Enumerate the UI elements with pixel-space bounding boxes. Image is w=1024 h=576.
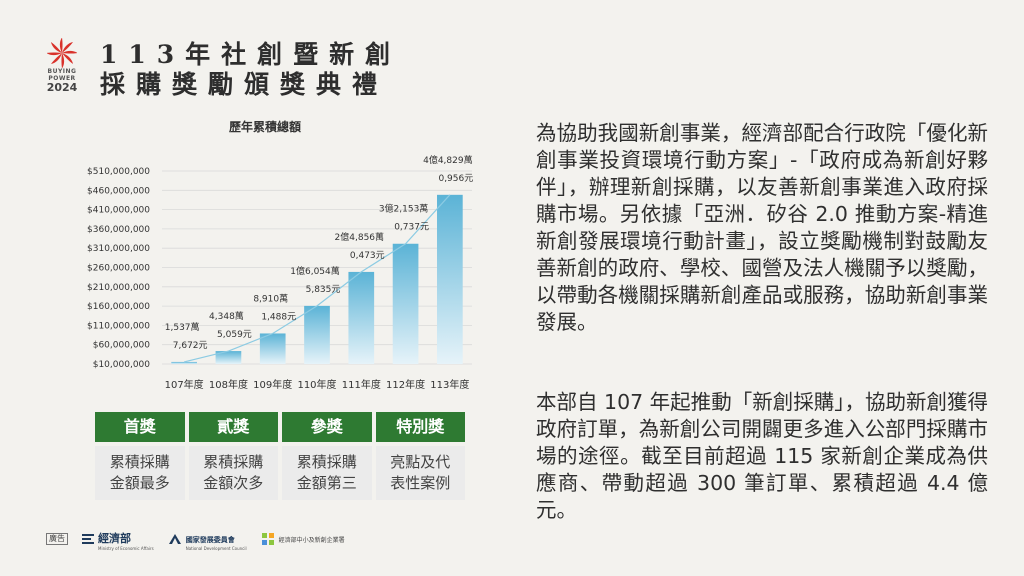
- y-tick-label: $160,000,000: [87, 302, 150, 312]
- buying-power-logo: BUYING POWER 2024: [40, 38, 84, 94]
- moea-emblem-icon: [82, 534, 94, 544]
- y-tick-label: $410,000,000: [87, 206, 150, 216]
- ndc-name: 國家發展委員會: [185, 536, 235, 544]
- x-tick-label: 110年度: [297, 378, 336, 391]
- x-tick-label: 111年度: [342, 378, 381, 391]
- data-label: 5,059元: [217, 330, 252, 340]
- ndc-english-name: National Development Council: [185, 546, 247, 551]
- progress-paragraph: 本部自 107 年起推動「新創採購」，協助新創獲得政府訂單，為新創公司開闢更多進…: [536, 390, 988, 522]
- logo-year: 2024: [46, 81, 78, 94]
- trend-line: [184, 194, 451, 363]
- award-desc-line: 累積採購: [203, 453, 264, 471]
- data-label: 0,737元: [394, 223, 429, 233]
- chart-title: 歷年累積總額: [229, 119, 301, 134]
- pinwheel-logo-icon: [47, 38, 77, 68]
- data-label: 1,537萬: [165, 321, 200, 333]
- sme-agency-name: 經濟部中小及新創企業署: [278, 536, 345, 544]
- y-tick-label: $210,000,000: [87, 283, 150, 293]
- award-desc-line: 金額最多: [109, 474, 170, 492]
- data-label: 7,672元: [173, 341, 208, 351]
- moea-english-name: Ministry of Economic Affairs: [98, 546, 154, 551]
- x-tick-label: 107年度: [165, 378, 204, 391]
- y-tick-label: $460,000,000: [87, 186, 150, 196]
- y-tick-label: $360,000,000: [87, 225, 150, 235]
- award-desc-line: 亮點及代: [390, 453, 451, 471]
- award-desc-line: 累積採購: [109, 453, 170, 471]
- data-label: 4億4,829萬: [423, 154, 473, 166]
- moea-logo: 經濟部 Ministry of Economic Affairs: [82, 527, 154, 551]
- y-tick-label: $310,000,000: [87, 244, 150, 254]
- bar: [437, 194, 463, 364]
- moea-name: 經濟部: [98, 532, 131, 545]
- intro-paragraph: 為協助我國新創事業，經濟部配合行政院「優化新創事業投資環境行動方案」-「政府成為…: [536, 121, 988, 334]
- award-desc-line: 表性案例: [390, 474, 451, 492]
- bar: [259, 333, 286, 364]
- award-desc-line: 累積採購: [296, 453, 357, 471]
- footer: 廣告 經濟部 Ministry of Economic Affairs 國家發展…: [46, 527, 345, 551]
- logo-text-line2: POWER: [48, 75, 76, 82]
- y-tick-label: $110,000,000: [87, 321, 150, 331]
- award-description: 亮點及代 表性案例: [375, 446, 465, 500]
- page-title: 113年社創暨新創 採購獎勵頒獎典禮: [100, 40, 500, 100]
- award-desc-line: 金額第三: [296, 474, 357, 492]
- data-label: 0,956元: [438, 174, 473, 184]
- award-title: 特別獎: [375, 412, 465, 442]
- x-tick-label: 109年度: [253, 378, 292, 391]
- y-tick-label: $510,000,000: [87, 167, 150, 177]
- title-line-2: 採購獎勵頒獎典禮: [100, 70, 389, 99]
- award-table: 首獎 累積採購 金額最多 貳獎 累積採購 金額次多 參獎 累積採購 金額第三 特…: [95, 412, 465, 500]
- bar: [171, 361, 197, 364]
- award-description: 累積採購 金額最多: [95, 446, 185, 500]
- data-label: 3億2,153萬: [379, 203, 429, 215]
- award-desc-line: 金額次多: [203, 474, 264, 492]
- award-description: 累積採購 金額次多: [188, 446, 278, 500]
- data-label: 8,910萬: [253, 292, 288, 304]
- bar: [304, 305, 330, 364]
- award-special: 特別獎 亮點及代 表性案例: [375, 412, 465, 500]
- award-second: 貳獎 累積採購 金額次多: [188, 412, 278, 500]
- x-tick-label: 113年度: [430, 378, 469, 391]
- y-tick-label: $10,000,000: [93, 360, 151, 370]
- sme-emblem-icon: [261, 533, 274, 545]
- award-title: 貳獎: [188, 412, 278, 442]
- award-first: 首獎 累積採購 金額最多: [95, 412, 185, 500]
- data-label: 2億4,856萬: [335, 231, 385, 243]
- award-third: 參獎 累積採購 金額第三: [282, 412, 372, 500]
- award-description: 累積採購 金額第三: [282, 446, 372, 500]
- y-tick-label: $60,000,000: [93, 341, 151, 351]
- y-tick-label: $260,000,000: [87, 264, 150, 274]
- data-label: 1,488元: [261, 312, 296, 322]
- bar: [392, 243, 419, 364]
- sme-agency-logo: 經濟部中小及新創企業署: [261, 532, 345, 546]
- x-tick-label: 108年度: [209, 378, 248, 391]
- bar: [215, 351, 242, 364]
- data-label: 5,835元: [306, 285, 341, 295]
- award-title: 參獎: [282, 412, 372, 442]
- logo-text-line1: BUYING: [47, 68, 77, 75]
- ndc-logo: 國家發展委員會 National Development Council: [168, 527, 247, 551]
- ndc-emblem-icon: [168, 534, 181, 544]
- data-label: 1億6,054萬: [290, 265, 340, 277]
- award-title: 首獎: [95, 412, 185, 442]
- bar-chart-svg: 歷年累積總額 $10,000,000 $60,000,000 $110,000,00…: [87, 119, 473, 391]
- ad-badge: 廣告: [46, 533, 68, 545]
- title-line-1: 113年社創暨新創: [100, 40, 402, 69]
- x-tick-label: 112年度: [386, 378, 425, 391]
- data-label: 4,348萬: [209, 310, 244, 322]
- data-label: 0,473元: [350, 251, 385, 261]
- bar: [348, 271, 375, 364]
- cumulative-total-chart: 歷年累積總額 $10,000,000 $60,000,000 $110,000,00…: [80, 110, 480, 400]
